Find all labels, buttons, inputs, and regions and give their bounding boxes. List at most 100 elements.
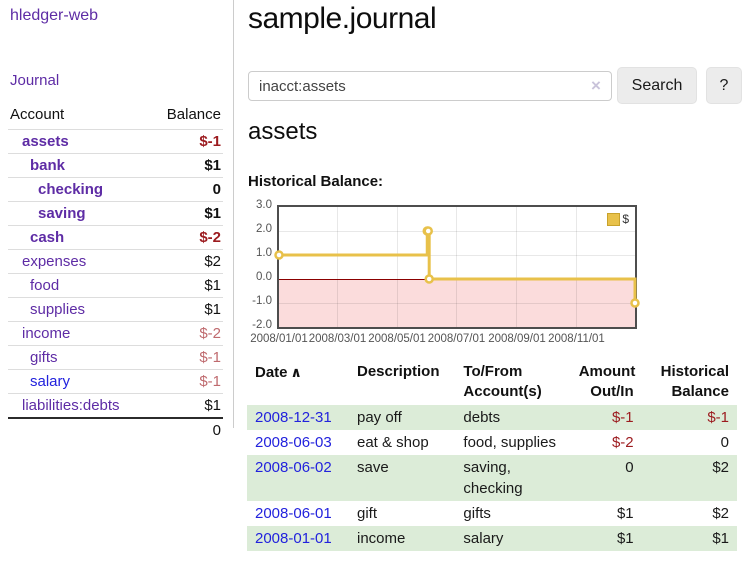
txn-date-cell: 2008-06-02 <box>247 455 349 501</box>
account-link-supplies[interactable]: supplies <box>30 301 86 318</box>
chart-plot-area: $ <box>274 205 640 329</box>
search-input[interactable] <box>248 71 612 101</box>
clear-search-icon[interactable]: × <box>591 76 601 95</box>
accounts-header-balance: Balance <box>166 106 221 123</box>
legend-label: $ <box>622 212 629 226</box>
txn-amount: $1 <box>616 505 634 522</box>
help-button[interactable]: ? <box>706 67 742 104</box>
txn-balance: $2 <box>712 505 729 522</box>
txn-date-link[interactable]: 2008-06-02 <box>255 459 332 476</box>
txn-date-link[interactable]: 2008-06-03 <box>255 434 332 451</box>
account-link-assets[interactable]: assets <box>22 133 69 150</box>
account-row: cash $-2 <box>8 225 223 250</box>
account-name-cell: supplies <box>8 297 151 322</box>
account-link-income[interactable]: income <box>22 325 71 342</box>
account-balance: $-2 <box>150 225 223 250</box>
account-row: liabilities:debts $1 <box>8 393 223 418</box>
account-link-gifts[interactable]: gifts <box>30 349 58 366</box>
sidebar-item-journal[interactable]: Journal <box>10 72 60 89</box>
account-name-cell: income <box>8 321 151 346</box>
account-row: food $1 <box>8 273 223 298</box>
y-axis-tick-label: 2.0 <box>256 223 272 235</box>
txn-amount: $-1 <box>611 409 634 426</box>
txn-description: income <box>356 530 406 547</box>
y-axis-tick-label: -2.0 <box>252 319 272 331</box>
account-link-cash[interactable]: cash <box>30 229 65 246</box>
txn-header-amount: Amount Out/In <box>578 363 636 400</box>
account-link-checking[interactable]: checking <box>38 181 104 198</box>
chart-title: Historical Balance: <box>248 173 384 190</box>
txn-date-link[interactable]: 2008-06-01 <box>255 505 332 522</box>
account-name-cell: salary <box>8 369 151 394</box>
account-balance: 0 <box>150 177 223 202</box>
chart-data-line <box>274 226 640 308</box>
account-name-cell: food <box>8 273 151 298</box>
txn-description: pay off <box>356 409 402 426</box>
txn-date-link[interactable]: 2008-12-31 <box>255 409 332 426</box>
account-name-cell: cash <box>8 225 151 250</box>
txn-date-link[interactable]: 2008-01-01 <box>255 530 332 547</box>
chart-data-point <box>630 298 640 308</box>
account-link-bank[interactable]: bank <box>30 157 66 174</box>
account-row: saving $1 <box>8 201 223 226</box>
txn-balance: $2 <box>712 459 729 476</box>
chart-gridline <box>279 302 635 304</box>
transaction-row: 2008-06-02 save saving, checking 0 $2 <box>247 455 737 501</box>
account-row: salary $-1 <box>8 369 223 394</box>
y-axis-tick-label: 0.0 <box>256 271 272 283</box>
txn-date-cell: 2008-06-01 <box>247 501 349 526</box>
historical-balance-chart: $ 3.0 2.0 1.0 0.0 -1.0 -2.0 2008/01/01 2008/03/… <box>244 192 742 354</box>
account-balance: $1 <box>150 153 223 178</box>
account-name-cell: saving <box>8 201 151 226</box>
search-form: × Search ? <box>248 67 742 105</box>
y-axis-tick-label: 3.0 <box>256 199 272 211</box>
txn-date-cell: 2008-01-01 <box>247 526 349 551</box>
chart-gridline <box>337 207 339 327</box>
account-row: checking 0 <box>8 177 223 202</box>
account-heading: assets <box>248 118 318 145</box>
x-axis-tick-label: 2008/05/01 <box>368 333 426 345</box>
account-balance: $1 <box>150 201 223 226</box>
account-balance: $1 <box>150 393 223 418</box>
txn-accounts: gifts <box>463 505 491 522</box>
accounts-table: Account Balance assets $-1 bank $1 checking 0… <box>8 103 223 442</box>
txn-description: eat & shop <box>356 434 429 451</box>
account-name-cell: expenses <box>8 249 151 274</box>
transactions-table: Date ∧ Description To/From Account(s) Amo… <box>247 359 737 551</box>
txn-accounts: debts <box>463 409 501 426</box>
account-balance: $1 <box>150 273 223 298</box>
sort-ascending-icon: ∧ <box>290 364 302 380</box>
x-axis-tick-label: 2008/11/01 <box>548 333 605 345</box>
account-row: bank $1 <box>8 153 223 178</box>
account-link-expenses[interactable]: expenses <box>22 253 87 270</box>
account-link-food[interactable]: food <box>30 277 60 294</box>
txn-header-date[interactable]: Date ∧ <box>247 359 349 405</box>
chart-gridline <box>516 207 518 327</box>
search-button[interactable]: Search <box>617 67 697 104</box>
txn-accounts: salary <box>463 530 504 547</box>
transaction-row: 2008-06-01 gift gifts $1 $2 <box>247 501 737 526</box>
account-link-saving[interactable]: saving <box>38 205 86 222</box>
txn-balance: 0 <box>720 434 729 451</box>
accounts-total-value: 0 <box>150 417 223 442</box>
txn-balance: $-1 <box>707 409 729 426</box>
chart-gridline <box>396 207 398 327</box>
transaction-row: 2008-12-31 pay off debts $-1 $-1 <box>247 405 737 430</box>
app-title-link[interactable]: hledger-web <box>10 7 99 24</box>
account-link-salary[interactable]: salary <box>30 373 71 390</box>
txn-header-description: Description <box>356 363 440 380</box>
chart-gridline <box>575 207 577 327</box>
sidebar-divider <box>233 0 234 428</box>
txn-header-date-label: Date <box>255 364 288 381</box>
chart-gridline <box>456 207 457 327</box>
account-link-liabilities-debts[interactable]: liabilities:debts <box>22 397 120 414</box>
txn-amount: $1 <box>616 530 634 547</box>
x-axis-tick-label: 2008/09/01 <box>488 333 546 345</box>
page-title: sample.journal <box>248 2 437 35</box>
account-name-cell: gifts <box>8 345 151 370</box>
chart-data-point <box>423 226 433 236</box>
txn-date-cell: 2008-12-31 <box>247 405 349 430</box>
txn-balance: $1 <box>712 530 729 547</box>
y-axis-tick-label: 1.0 <box>256 247 272 259</box>
accounts-total-row: 0 <box>8 417 223 442</box>
